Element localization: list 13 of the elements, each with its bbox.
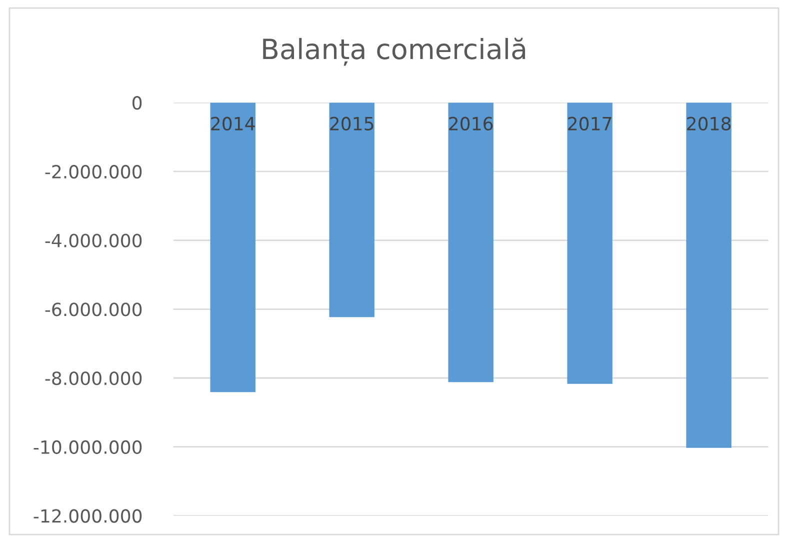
y-tick-label: -8.000.000 [45, 371, 142, 386]
x-tick-label: 2014 [211, 116, 255, 130]
x-tick-label: 2018 [687, 116, 731, 130]
y-tick-label: 0 [132, 96, 142, 110]
y-tick-label: -12.000.000 [34, 509, 142, 523]
y-tick-label: -6.000.000 [45, 302, 142, 316]
y-tick-label: -2.000.000 [45, 164, 142, 179]
x-tick-label: 2016 [449, 116, 493, 130]
y-tick-label: -10.000.000 [34, 440, 142, 454]
y-tick-label: -4.000.000 [45, 234, 142, 248]
x-tick-label: 2015 [330, 116, 374, 130]
x-tick-label: 2017 [568, 116, 612, 130]
chart-title: Balanța comercială [263, 38, 526, 66]
